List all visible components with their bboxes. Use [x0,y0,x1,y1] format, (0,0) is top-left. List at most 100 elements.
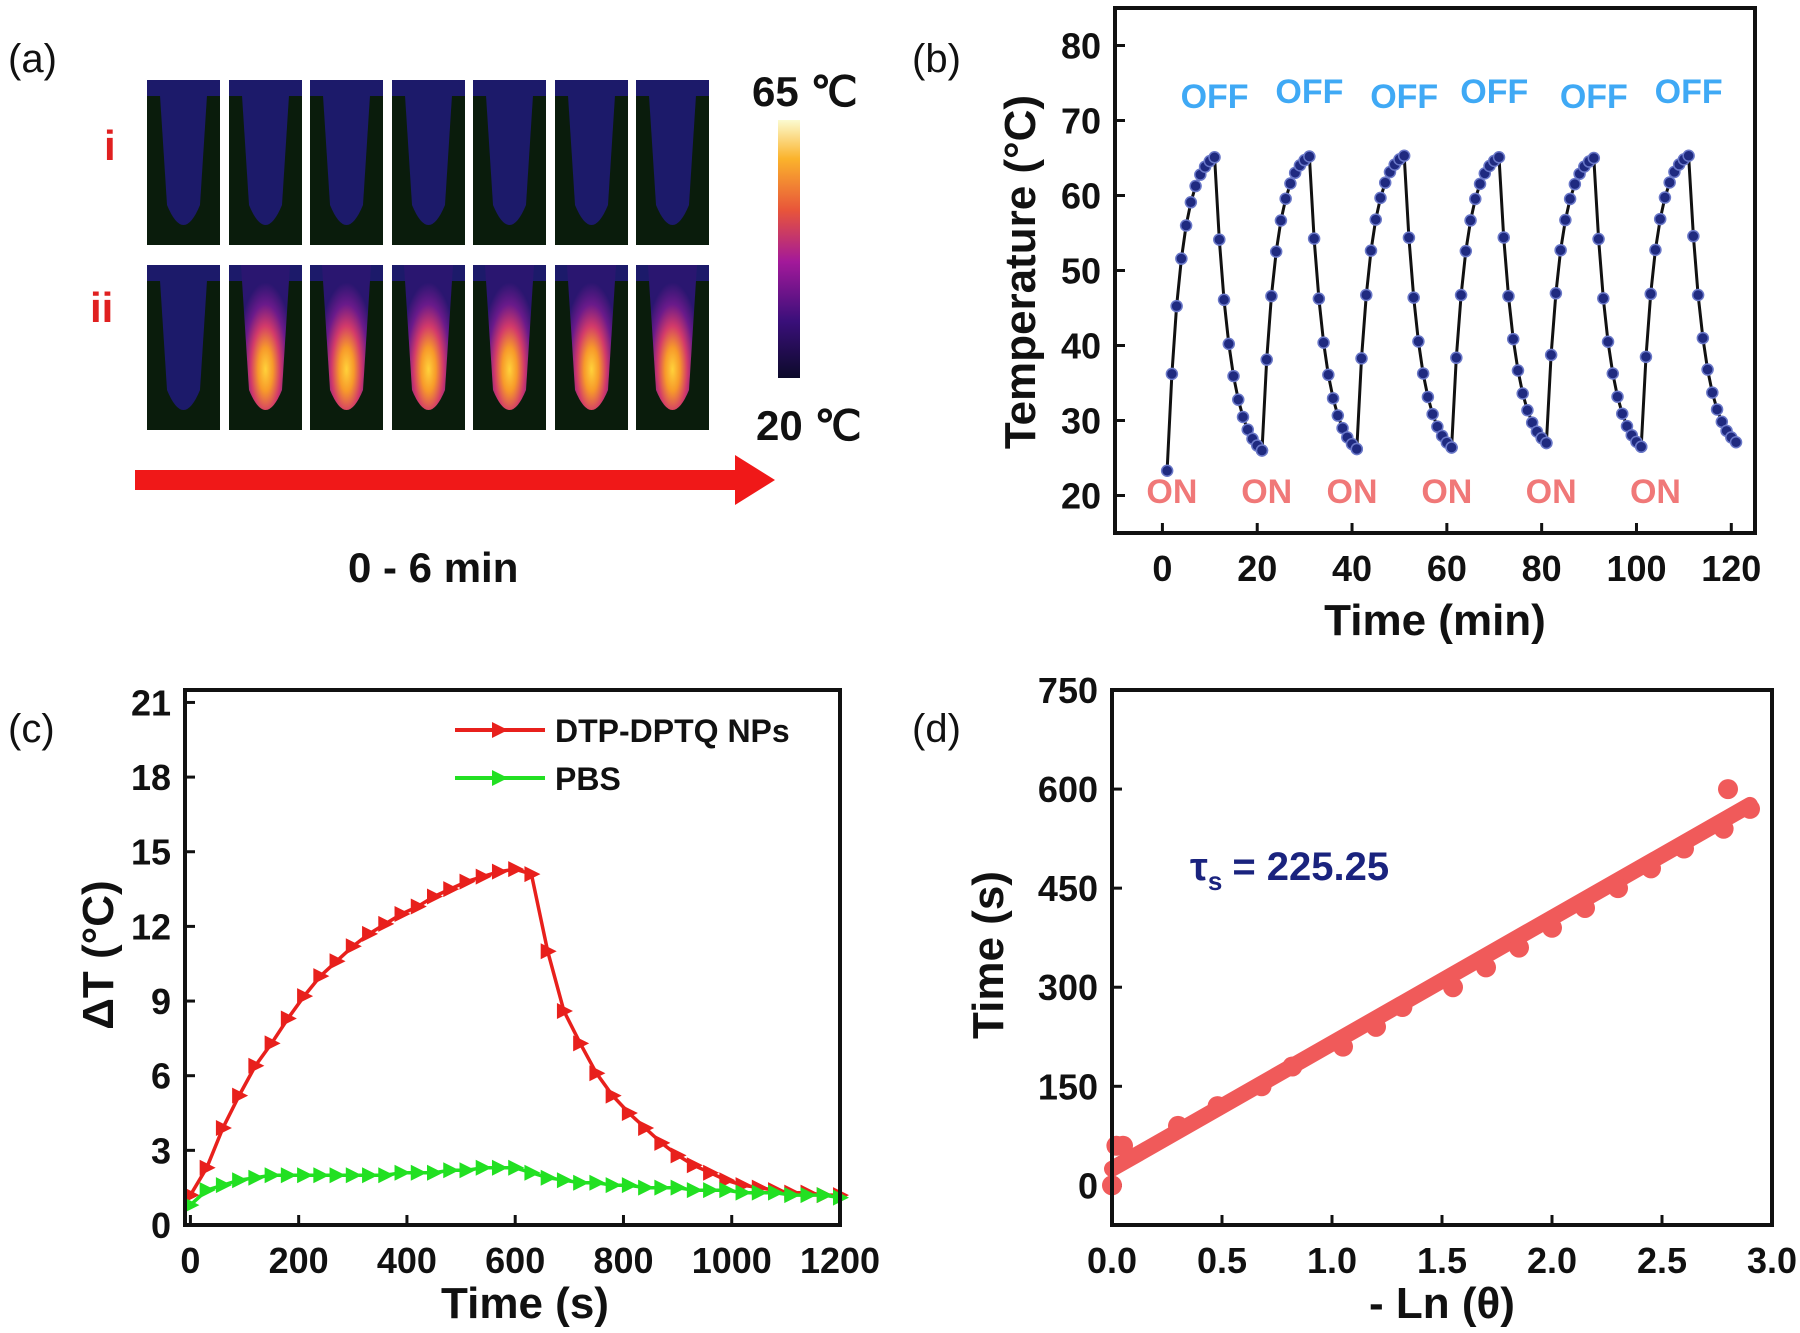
temperature-point [1644,287,1657,301]
pbs-point [248,1169,265,1186]
panel-label-c: (c) [8,707,55,751]
temperature-point [1279,192,1292,205]
temperature-point [1497,231,1510,244]
x-tick-label: 1200 [800,1240,880,1281]
y-tick-label: 12 [131,906,171,947]
temperature-point [1516,387,1529,400]
temperature-point [1682,149,1695,162]
tube-i [404,80,453,225]
data-point [1333,1036,1353,1057]
temperature-point [1611,390,1624,403]
y-tick-label: 450 [1038,868,1098,909]
panel-d: 0.0 0.5 1.0 1.5 2.0 2.5 3.0 0 150 300 450 600 750 τs… [964,670,1797,1328]
temperature-point [1554,243,1567,257]
temperature-point [1269,245,1283,258]
temperature-point [1559,213,1572,227]
data-point [1207,1096,1228,1117]
tube-ii [159,265,208,410]
tube-i [567,80,616,225]
temperature-point [1170,299,1183,313]
time-arrow-shaft [135,470,745,490]
x-tick-label: 1.0 [1307,1240,1357,1281]
temperature-point [1265,289,1278,303]
thermal-row-i [147,80,709,245]
data-point [1641,858,1661,879]
data-point [1718,779,1738,800]
x-tick-label: 1000 [692,1240,772,1281]
dtp-dptq-point [475,868,492,885]
dtp-dptq-point [345,938,362,955]
panel-c-xlabel: Time (s) [441,1279,609,1328]
dtp-dptq-point [605,1087,622,1104]
data-point [1542,917,1562,938]
pbs-point [703,1182,720,1199]
colorbar-min-label: 20 ℃ [756,402,862,449]
off-label: OFF [1655,73,1723,111]
dtp-dptq-point [654,1134,671,1151]
y-tick-label: 50 [1061,251,1101,292]
y-tick-label: 80 [1061,26,1101,67]
x-tick-label: 400 [377,1240,437,1281]
temperature-point [1374,191,1387,205]
data-point [1168,1115,1188,1136]
temperature-point [1184,196,1198,209]
temperature-point [1369,213,1382,226]
temperature-point [1691,288,1705,302]
off-label: OFF [1181,78,1249,116]
y-tick-label: 6 [151,1056,171,1097]
y-tick-label: 70 [1061,101,1101,142]
temperature-point [1454,288,1468,302]
temperature-point [1616,407,1629,420]
panel-label-b: (b) [912,37,961,81]
temperature-point [1331,409,1345,422]
x-tick-label: 0.5 [1197,1240,1247,1281]
pbs-point [232,1172,249,1189]
data-point [1251,1076,1272,1097]
tube-i [322,80,371,225]
pbs-point [605,1177,622,1194]
temperature-point [1317,336,1330,349]
pbs-point [621,1177,638,1194]
tau-value: = 225.25 [1232,845,1389,889]
x-tick-label: 60 [1427,548,1467,589]
pbs-point [670,1179,687,1196]
off-label: OFF [1370,78,1438,116]
thermal-row-ii [147,265,709,430]
pbs-point [573,1174,590,1191]
x-tick-label: 40 [1332,548,1372,589]
temperature-point [1255,444,1269,457]
temperature-point [1549,287,1563,300]
panel-c: 0 200 400 600 800 1000 1200 0 3 6 9 12 15 18 21 DTP-DP… [74,682,880,1328]
panel-b-marks: 0 20 40 60 80 100 120 20 30 40 50 60 70 80 ON ON ON ON ON O… [1061,26,1761,590]
pbs-point [378,1167,395,1184]
y-tick-label: 3 [151,1130,171,1171]
temperature-point [1634,440,1648,453]
temperature-point [1175,252,1188,265]
pbs-point [329,1167,346,1184]
temperature-point [1303,150,1316,163]
panel-d-annotation: τs = 225.25 [1190,845,1389,896]
temperature-point [1378,176,1392,189]
off-label: OFF [1460,73,1528,111]
dtp-dptq-point [670,1147,687,1164]
x-tick-label: 120 [1701,548,1761,589]
panel-d-xlabel: - Ln (θ) [1369,1279,1515,1328]
dtp-dptq-point [524,866,541,883]
colorbar [778,120,800,378]
y-tick-label: 20 [1061,476,1101,517]
pbs-point [427,1164,444,1181]
dtp-dptq-point [427,888,444,905]
dtp-dptq-point [703,1164,720,1181]
temperature-point [1540,436,1553,450]
dtp-dptq-point [573,1035,590,1052]
temperature-point [1710,403,1724,416]
tube-ii [485,265,534,410]
x-tick-label: 800 [593,1240,653,1281]
tube-ii [404,265,453,410]
x-tick-label: 100 [1606,548,1666,589]
y-tick-label: 30 [1061,401,1101,442]
x-tick-label: 1.5 [1417,1240,1467,1281]
tube-ii [322,265,371,410]
temperature-point [1502,289,1515,303]
temperature-point [1416,367,1430,380]
